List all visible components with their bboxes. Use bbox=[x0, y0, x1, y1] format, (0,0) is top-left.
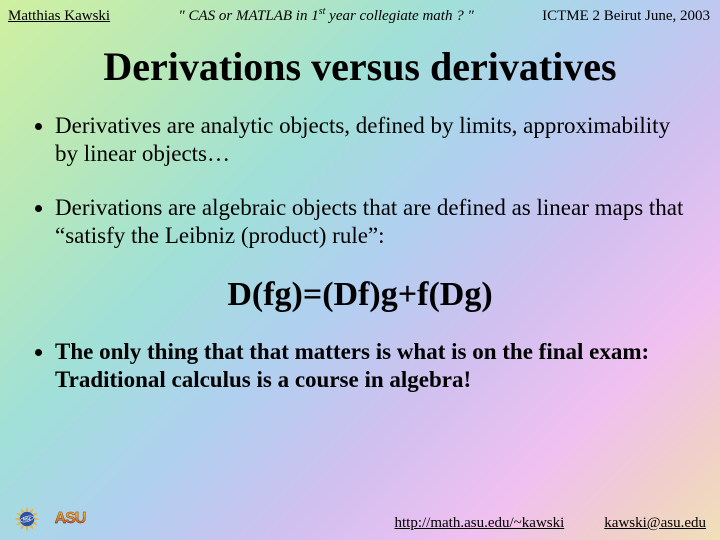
slide-footer: NSF ASU http://math.asu.edu/~kawski kaws… bbox=[0, 506, 720, 532]
nsf-logo-icon: NSF bbox=[14, 506, 40, 532]
footer-email: kawski@asu.edu bbox=[604, 515, 706, 532]
svg-text:NSF: NSF bbox=[23, 517, 32, 522]
bullet-item: Derivations are algebraic objects that a… bbox=[55, 194, 690, 250]
leibniz-formula: D(fg)=(Df)g+f(Dg) bbox=[0, 276, 720, 314]
bullet-list: Derivatives are analytic objects, define… bbox=[0, 112, 720, 250]
slide: Matthias Kawski " CAS or MATLAB in 1st y… bbox=[0, 0, 720, 540]
footer-url: http://math.asu.edu/~kawski bbox=[395, 515, 565, 532]
bullet-item: Derivatives are analytic objects, define… bbox=[55, 112, 690, 168]
footer-links: http://math.asu.edu/~kawski kawski@asu.e… bbox=[395, 515, 706, 532]
author-name: Matthias Kawski bbox=[8, 8, 110, 25]
footer-logos: NSF ASU bbox=[14, 506, 92, 532]
asu-logo-icon: ASU bbox=[48, 508, 92, 530]
bullet-list-2: The only thing that that matters is what… bbox=[0, 338, 720, 394]
subtitle-post: year collegiate math ? " bbox=[325, 8, 473, 24]
slide-title: Derivations versus derivatives bbox=[0, 43, 720, 90]
venue-text: ICTME 2 Beirut June, 2003 bbox=[542, 8, 710, 25]
bullet-item: The only thing that that matters is what… bbox=[55, 338, 690, 394]
subtitle-pre: " CAS or MATLAB in 1 bbox=[178, 8, 318, 24]
slide-subtitle: " CAS or MATLAB in 1st year collegiate m… bbox=[178, 6, 473, 25]
slide-header: Matthias Kawski " CAS or MATLAB in 1st y… bbox=[0, 0, 720, 25]
